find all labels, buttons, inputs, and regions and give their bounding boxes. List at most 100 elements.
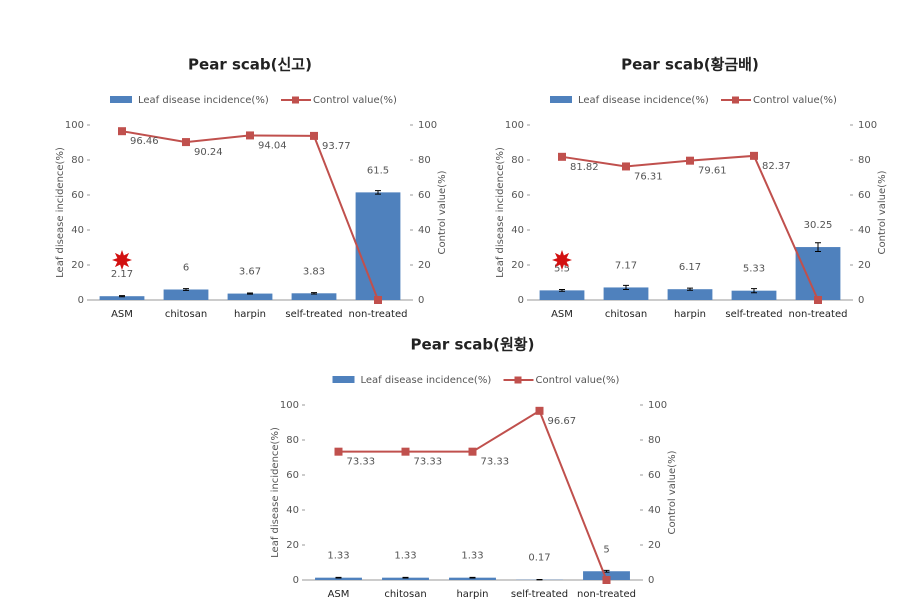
bar	[603, 287, 649, 300]
legend-label: Control value(%)	[536, 375, 620, 386]
y-axis-label: Leaf disease incidence(%)	[495, 147, 506, 278]
bar	[227, 293, 273, 300]
x-tick-label: non-treated	[349, 309, 408, 320]
error-bar	[559, 289, 565, 292]
x-tick-label: chitosan	[605, 309, 647, 320]
line-label: 79.61	[698, 166, 727, 177]
line-label: 94.04	[258, 140, 287, 151]
bar	[795, 247, 841, 300]
error-bar	[247, 292, 253, 295]
y-tick-label: 80	[286, 435, 299, 446]
y2-tick-label: 40	[648, 505, 661, 516]
x-tick-label: non-treated	[789, 309, 848, 320]
legend-label: Leaf disease incidence(%)	[361, 375, 492, 386]
y2-tick-label: 60	[648, 470, 661, 481]
y2-tick-label: 100	[858, 120, 877, 131]
legend-label: Leaf disease incidence(%)	[138, 95, 269, 106]
line-marker	[310, 131, 318, 140]
line-marker	[622, 162, 630, 171]
legend-swatch	[292, 96, 299, 104]
y-tick-label: 0	[293, 575, 299, 586]
bar-label: 1.33	[327, 551, 349, 562]
bar-label: 5	[603, 544, 609, 555]
chart: Pear scab(원황) Leaf disease incidence(%) Co…	[270, 336, 678, 601]
bar	[731, 290, 777, 300]
x-tick-label: self-treated	[511, 589, 568, 600]
chart-title: Pear scab(원황)	[411, 336, 535, 354]
y-tick-label: 0	[518, 295, 524, 306]
y2-tick-label: 60	[858, 190, 871, 201]
bar-label: 3.83	[303, 266, 325, 277]
y-tick-label: 0	[78, 295, 84, 306]
bar-label: 6.17	[679, 262, 701, 273]
bar-label: 5.33	[743, 264, 765, 275]
legend-label: Leaf disease incidence(%)	[578, 95, 709, 106]
y2-axis-label: Control value(%)	[667, 450, 678, 534]
line-label: 81.82	[570, 162, 599, 173]
line-label: 73.33	[414, 457, 443, 468]
y-tick-label: 20	[511, 260, 524, 271]
y-tick-label: 100	[65, 120, 84, 131]
legend-swatch	[332, 376, 355, 383]
x-tick-label: non-treated	[577, 589, 636, 600]
y2-tick-label: 60	[418, 190, 431, 201]
error-bar	[375, 190, 381, 195]
y2-tick-label: 40	[858, 225, 871, 236]
error-bar	[623, 284, 629, 291]
line-marker	[535, 406, 544, 415]
bar	[583, 571, 630, 580]
line-label: 73.33	[481, 457, 510, 468]
y2-tick-label: 100	[648, 400, 667, 411]
x-tick-label: chitosan	[384, 589, 426, 600]
line-marker	[750, 151, 758, 160]
bar-label: 3.67	[239, 267, 261, 278]
y2-tick-label: 20	[858, 260, 871, 271]
bar-label: 30.25	[804, 220, 833, 231]
x-tick-label: ASM	[551, 309, 573, 320]
y-tick-label: 60	[71, 190, 84, 201]
y-tick-label: 20	[71, 260, 84, 271]
line-marker	[182, 138, 190, 147]
error-bar	[603, 569, 610, 573]
error-bar	[469, 576, 476, 579]
y2-tick-label: 80	[858, 155, 871, 166]
bar-label: 0.17	[528, 553, 550, 564]
bar	[163, 289, 209, 300]
y-tick-label: 20	[286, 540, 299, 551]
line-marker	[468, 447, 477, 456]
line-label: 76.31	[634, 171, 663, 182]
bar	[449, 577, 496, 580]
line-marker	[118, 127, 126, 136]
error-bar	[311, 292, 317, 295]
legend-swatch	[514, 376, 522, 384]
legend-swatch	[732, 96, 739, 104]
error-bar	[402, 576, 409, 579]
y2-tick-label: 40	[418, 225, 431, 236]
y2-tick-label: 80	[418, 155, 431, 166]
y2-tick-label: 20	[418, 260, 431, 271]
x-tick-label: harpin	[674, 309, 706, 320]
line-label: 73.33	[347, 457, 376, 468]
bar	[667, 289, 713, 300]
y2-tick-label: 0	[858, 295, 864, 306]
bar	[315, 577, 362, 580]
y-tick-label: 80	[511, 155, 524, 166]
bar	[382, 577, 429, 580]
bar	[99, 296, 145, 300]
y-tick-label: 40	[511, 225, 524, 236]
error-bar	[815, 242, 821, 252]
y-tick-label: 60	[286, 470, 299, 481]
y2-tick-label: 0	[418, 295, 424, 306]
legend-label: Control value(%)	[753, 95, 837, 106]
x-tick-label: ASM	[111, 309, 133, 320]
line-label: 82.37	[762, 161, 791, 172]
bar-label: 7.17	[615, 260, 637, 271]
line-marker	[246, 131, 254, 140]
y-axis-label: Leaf disease incidence(%)	[55, 147, 66, 278]
y-tick-label: 100	[280, 400, 299, 411]
error-bar	[687, 287, 693, 291]
y2-axis-label: Control value(%)	[437, 170, 448, 254]
y2-tick-label: 100	[418, 120, 437, 131]
y-tick-label: 40	[286, 505, 299, 516]
